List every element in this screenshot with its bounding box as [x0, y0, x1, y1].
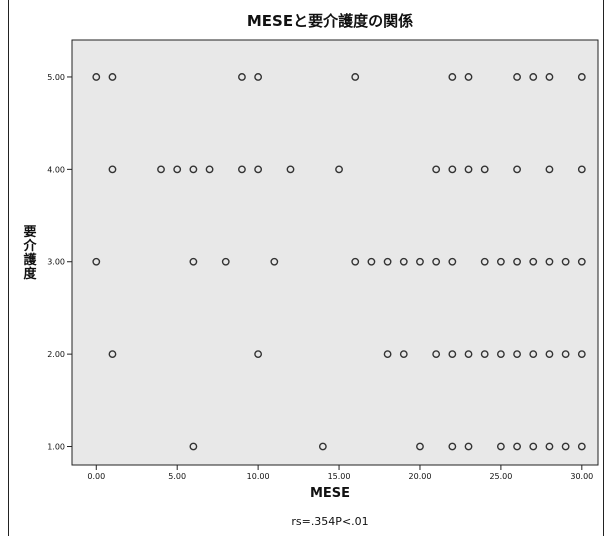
x-axis: 0.00 5.00 10.00 15.00 20.00 25.00 30.00 — [87, 465, 593, 481]
x-tick-label: 15.00 — [328, 472, 351, 481]
chart-title: MESEと要介護度の関係 — [246, 12, 414, 30]
data-point — [496, 442, 505, 451]
data-point — [496, 350, 505, 359]
data-point — [480, 165, 489, 174]
data-point — [351, 73, 360, 81]
data-point — [205, 165, 214, 174]
data-point — [254, 165, 263, 174]
data-point — [92, 73, 101, 81]
plot-area — [71, 39, 599, 466]
data-point — [108, 165, 117, 174]
data-point — [270, 257, 279, 266]
data-point — [92, 257, 101, 266]
x-tick-label: 10.00 — [247, 472, 270, 481]
data-point — [189, 257, 198, 266]
chart-frame — [8, 0, 604, 536]
data-point — [335, 165, 343, 174]
data-point — [399, 350, 408, 359]
correlation-annotation: rs=.354P<.01 — [291, 515, 369, 528]
data-point — [529, 73, 538, 81]
data-points — [92, 73, 586, 451]
data-point — [561, 350, 570, 359]
data-point — [577, 442, 586, 451]
data-point — [545, 442, 554, 451]
data-point — [480, 257, 489, 266]
data-point — [367, 257, 376, 266]
y-axis-label: 要介護度 — [23, 225, 37, 282]
data-point — [189, 165, 198, 174]
data-point — [545, 350, 554, 359]
y-tick-label: 1.00 — [47, 443, 65, 452]
data-point — [448, 165, 457, 174]
x-tick-label: 25.00 — [489, 472, 512, 481]
data-point — [416, 442, 424, 451]
data-point — [464, 350, 473, 359]
data-point — [545, 257, 554, 266]
data-point — [513, 442, 521, 451]
data-point — [432, 350, 441, 359]
data-point — [189, 442, 198, 451]
data-point — [577, 257, 586, 266]
x-tick-label: 5.00 — [168, 472, 186, 481]
data-point — [448, 73, 457, 81]
data-point — [383, 257, 392, 266]
x-tick-label: 20.00 — [409, 472, 432, 481]
data-point — [464, 165, 473, 174]
data-point — [464, 73, 473, 81]
data-point — [108, 73, 117, 81]
data-point — [416, 257, 424, 266]
data-point — [173, 165, 182, 174]
y-tick-label: 3.00 — [47, 258, 65, 267]
data-point — [529, 350, 538, 359]
data-point — [448, 257, 457, 266]
y-tick-label: 2.00 — [47, 350, 65, 359]
data-point — [545, 165, 554, 174]
data-point — [238, 165, 246, 174]
data-point — [561, 442, 570, 451]
data-point — [529, 257, 538, 266]
data-point — [221, 257, 230, 266]
data-point — [513, 350, 521, 359]
data-point — [577, 73, 586, 81]
data-point — [286, 165, 295, 174]
data-point — [480, 350, 489, 359]
data-point — [432, 257, 441, 266]
data-point — [561, 257, 570, 266]
data-point — [513, 257, 521, 266]
data-point — [157, 165, 165, 174]
data-point — [577, 165, 586, 174]
data-point — [448, 350, 457, 359]
data-point — [399, 257, 408, 266]
data-point — [318, 442, 327, 451]
data-point — [545, 73, 554, 81]
y-tick-label: 5.00 — [47, 73, 65, 82]
y-axis: 1.00 2.00 3.00 4.00 5.00 — [47, 73, 72, 452]
x-tick-label: 0.00 — [87, 472, 105, 481]
data-point — [108, 350, 117, 359]
data-point — [513, 165, 521, 174]
data-point — [529, 442, 538, 451]
data-point — [383, 350, 392, 359]
data-point — [432, 165, 441, 174]
data-point — [238, 73, 246, 81]
data-point — [351, 257, 360, 266]
data-point — [513, 73, 521, 81]
data-point — [496, 257, 505, 266]
data-point — [448, 442, 457, 451]
data-point — [254, 350, 263, 359]
data-point — [254, 73, 263, 81]
x-axis-label: MESE — [309, 486, 351, 501]
y-tick-label: 4.00 — [47, 165, 65, 174]
data-point — [577, 350, 586, 359]
data-point — [464, 442, 473, 451]
x-tick-label: 30.00 — [570, 472, 593, 481]
